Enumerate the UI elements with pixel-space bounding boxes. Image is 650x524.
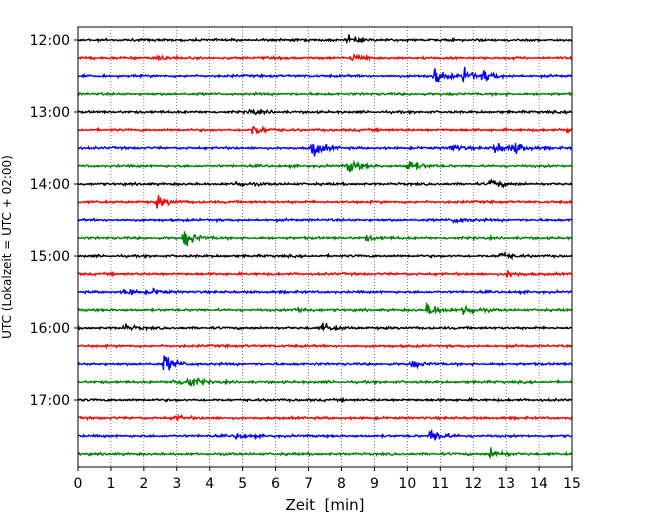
x-axis-label: Zeit [min] bbox=[285, 496, 364, 514]
plot-background bbox=[78, 27, 572, 467]
y-tick-label-15:00: 15:00 bbox=[30, 249, 70, 265]
y-axis-ticks: 12:00 13:00 14:00 15:00 16:00 17:00 bbox=[30, 33, 78, 409]
trace-17:30 bbox=[77, 429, 573, 441]
x-tick-label-0: 0 bbox=[74, 476, 83, 492]
trace-17:15 bbox=[77, 413, 573, 422]
y-axis-label: UTC (Lokalzeit = UTC + 02:00) bbox=[0, 155, 14, 339]
trace-16:00 bbox=[77, 322, 573, 332]
x-tick-label-8: 8 bbox=[337, 476, 346, 492]
trace-16:45 bbox=[77, 377, 573, 387]
y-tick-label-14:00: 14:00 bbox=[30, 177, 70, 193]
trace-13:30 bbox=[77, 142, 573, 157]
trace-13:15 bbox=[77, 124, 573, 135]
x-tick-label-10: 10 bbox=[398, 476, 416, 492]
y-tick-label-16:00: 16:00 bbox=[30, 321, 70, 337]
x-tick-label-14: 14 bbox=[530, 476, 548, 492]
plot-frame bbox=[77, 26, 573, 468]
x-tick-label-5: 5 bbox=[238, 476, 247, 492]
trace-15:45 bbox=[77, 302, 573, 316]
trace-12:30 bbox=[77, 66, 573, 83]
y-tick-label-13:00: 13:00 bbox=[30, 105, 70, 121]
trace-14:45 bbox=[77, 231, 573, 247]
trace-12:15 bbox=[77, 53, 573, 62]
trace-16:15 bbox=[77, 343, 573, 350]
x-tick-label-4: 4 bbox=[205, 476, 214, 492]
trace-lines bbox=[77, 34, 573, 460]
x-tick-label-13: 13 bbox=[497, 476, 515, 492]
x-tick-label-15: 15 bbox=[563, 476, 581, 492]
trace-16:30 bbox=[77, 354, 573, 371]
x-axis-ticks: 0 1 2 3 4 5 6 7 8 9 10 11 12 13 14 15 bbox=[74, 467, 581, 492]
trace-12:45 bbox=[77, 91, 573, 98]
trace-14:15 bbox=[77, 195, 573, 209]
trace-17:45 bbox=[77, 447, 573, 460]
trace-13:00 bbox=[77, 108, 573, 116]
y-tick-label-12:00: 12:00 bbox=[30, 33, 70, 49]
x-tick-label-7: 7 bbox=[304, 476, 313, 492]
trace-14:00 bbox=[77, 178, 573, 189]
x-tick-label-9: 9 bbox=[370, 476, 379, 492]
trace-15:30 bbox=[77, 287, 573, 296]
trace-15:00 bbox=[77, 250, 573, 261]
x-tick-label-11: 11 bbox=[431, 476, 449, 492]
trace-15:15 bbox=[77, 270, 573, 278]
trace-12:00 bbox=[77, 34, 573, 45]
trace-14:30 bbox=[77, 216, 573, 224]
grid-lines bbox=[110, 27, 540, 467]
trace-13:45 bbox=[77, 159, 573, 173]
y-tick-label-17:00: 17:00 bbox=[30, 393, 70, 409]
trace-17:00 bbox=[77, 396, 573, 404]
x-tick-label-3: 3 bbox=[172, 476, 181, 492]
x-tick-label-1: 1 bbox=[106, 476, 115, 492]
x-tick-label-2: 2 bbox=[139, 476, 148, 492]
x-tick-label-12: 12 bbox=[464, 476, 482, 492]
x-tick-label-6: 6 bbox=[271, 476, 280, 492]
